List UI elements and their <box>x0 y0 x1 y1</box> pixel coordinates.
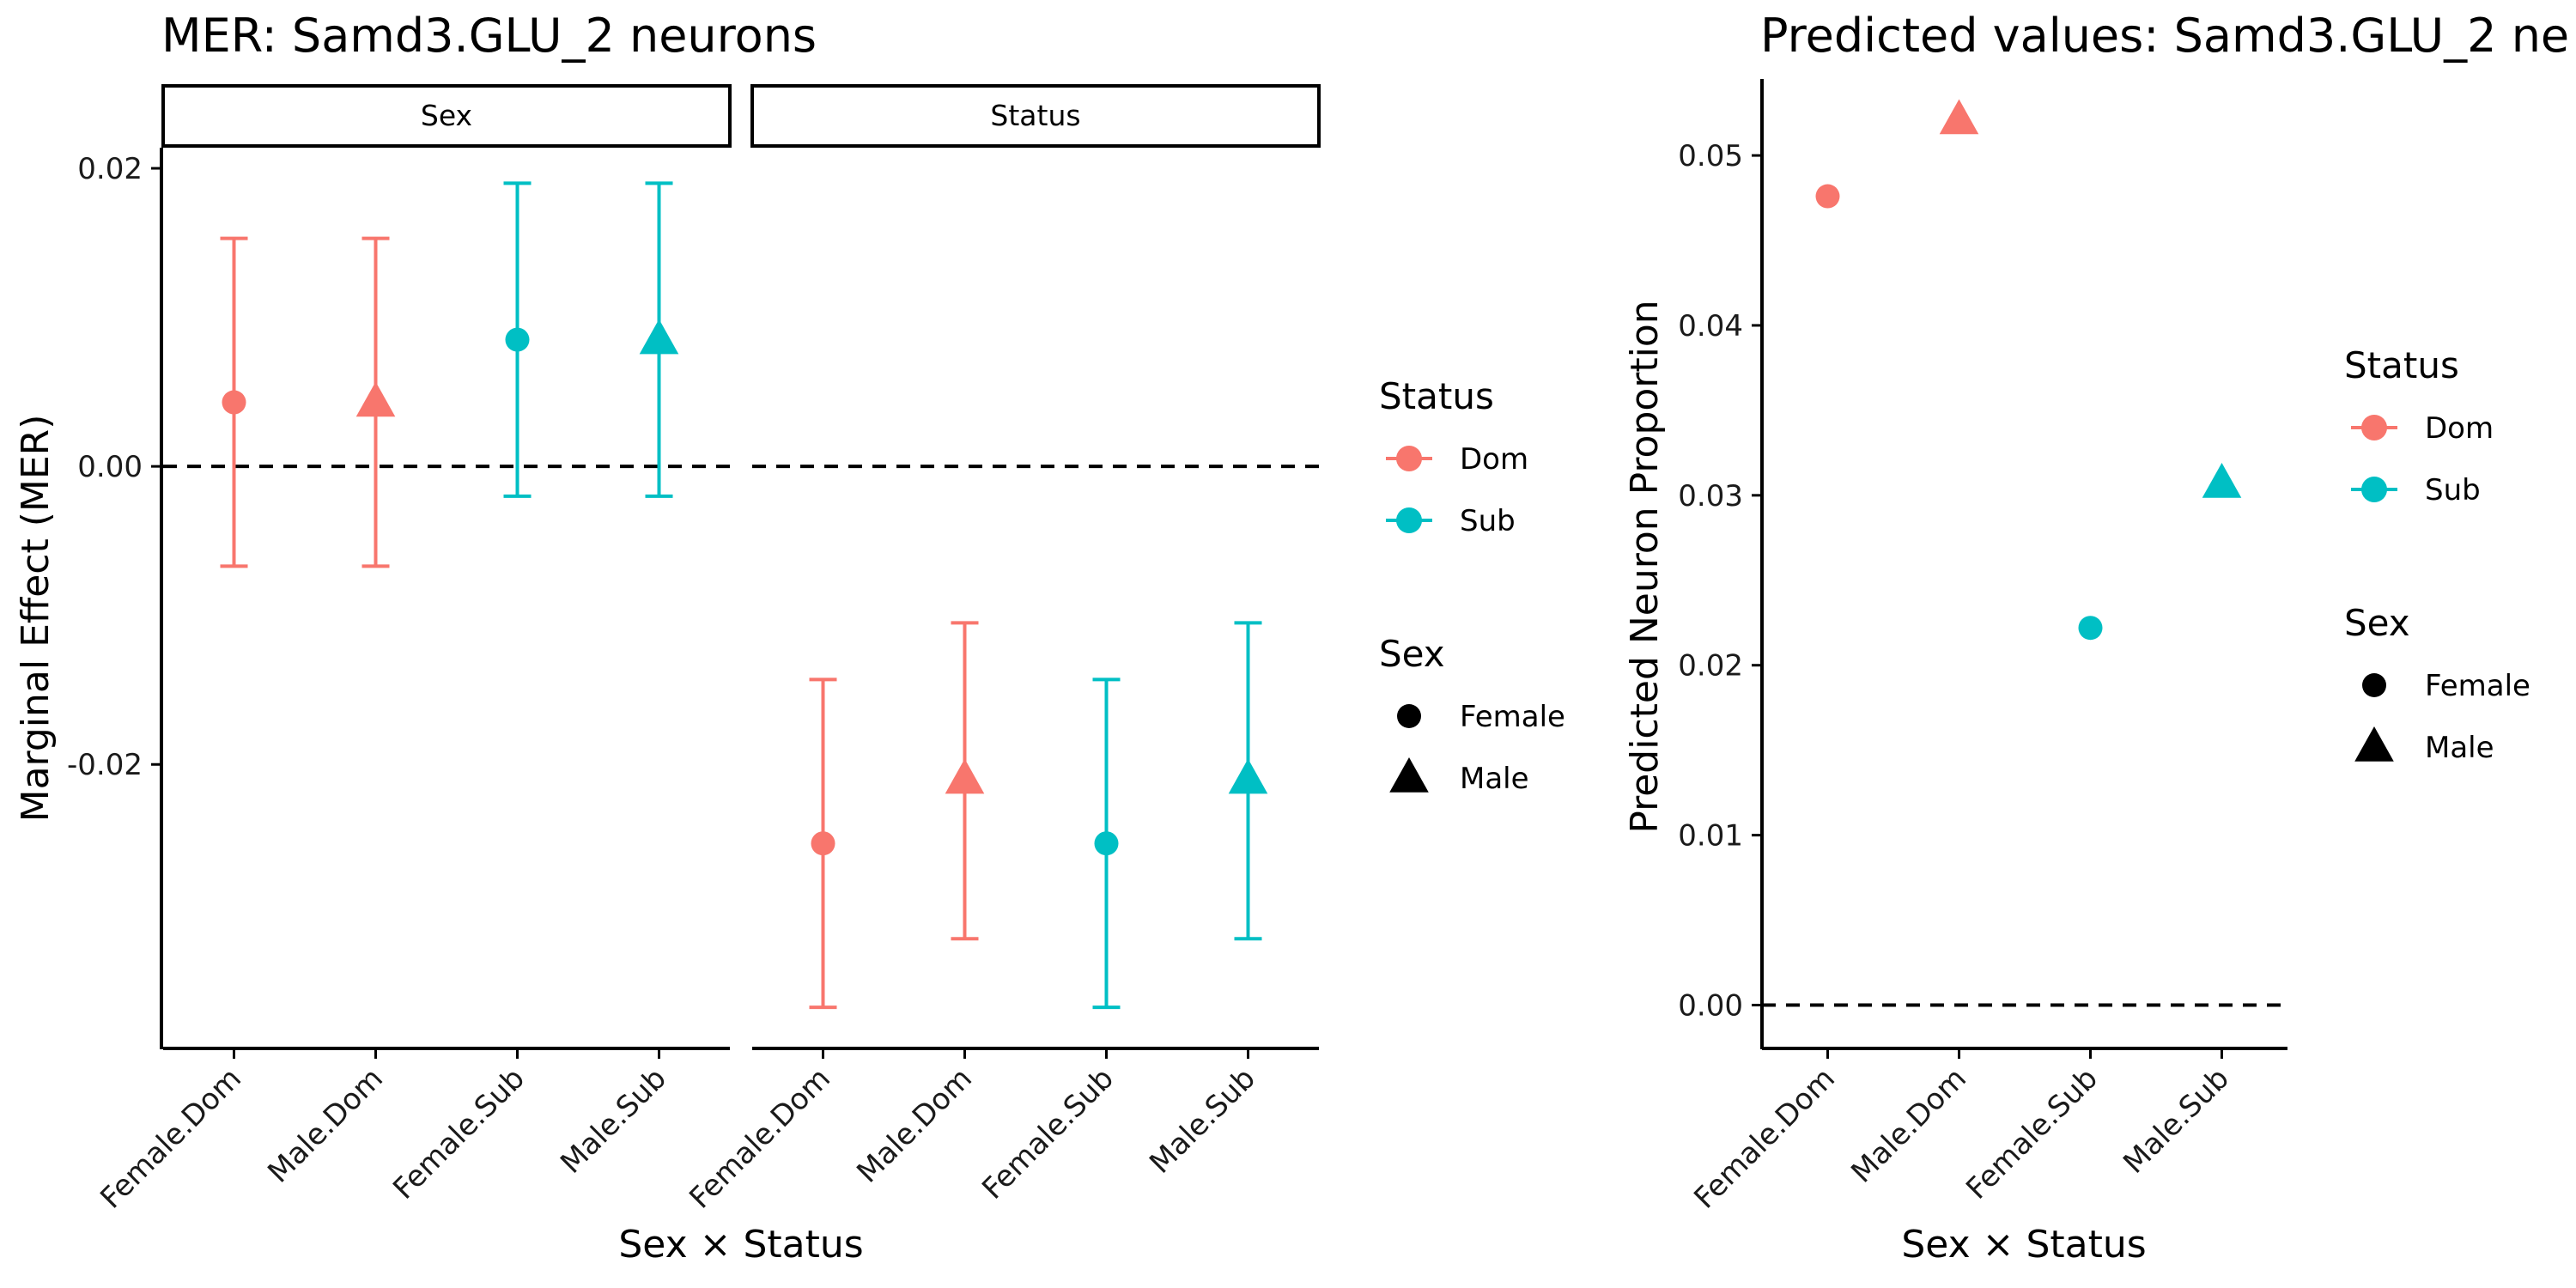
predicted-plot: 0.00 0.01 0.02 0.03 0.04 0.05 Female.Dom Male.D… <box>1678 79 2287 1216</box>
predicted-chart-title: Predicted values: Samd3.GLU_2 ne <box>1760 9 2569 63</box>
mer-x-tick-label: Male.Dom <box>850 1061 979 1190</box>
legend-key-point-dom <box>1396 446 1422 471</box>
predicted-x-tick-label: Male.Sub <box>2117 1061 2236 1181</box>
legend-label-dom: Dom <box>1460 442 1528 477</box>
mer-x-tick-label: Female.Sub <box>975 1061 1121 1206</box>
legend-label-dom: Dom <box>2425 411 2494 446</box>
mer-errorbar-male-sub <box>1228 621 1268 941</box>
predicted-y-tick-label: 0.02 <box>1678 649 1743 683</box>
mer-y-tick-label: -0.02 <box>67 748 143 782</box>
mer-chart-title: MER: Samd3.GLU_2 neurons <box>161 9 817 63</box>
mer-x-tick-label: Male.Sub <box>554 1061 673 1181</box>
facet-strip-status: Status <box>750 84 1321 148</box>
mer-errorbar-female-dom <box>809 677 837 1010</box>
legend-label-sub: Sub <box>2425 473 2481 507</box>
mer-errorbar-male-sub <box>639 181 679 498</box>
mer-x-tick-label: Female.Dom <box>683 1061 837 1216</box>
legend-title-sex: Sex <box>1379 633 1445 675</box>
mer-y-tick-label: 0.02 <box>77 152 143 186</box>
legend-title-status: Status <box>2344 344 2459 386</box>
mer-legend: Status Dom Sub Sex Female Male <box>1379 375 1565 796</box>
predicted-chart: Predicted values: Samd3.GLU_2 ne 0.000.0… <box>1623 9 2569 1267</box>
mer-y-axis: 0.02 0.00 -0.02 <box>67 148 163 1049</box>
mer-point <box>355 381 396 417</box>
mer-point <box>811 831 835 856</box>
mer-errorbar-male-dom <box>945 621 985 941</box>
predicted-y-tick-label: 0.03 <box>1678 479 1743 513</box>
strip-label-sex: Sex <box>421 99 472 132</box>
legend-title-status: Status <box>1379 375 1494 417</box>
mer-point <box>945 758 985 794</box>
mer-point <box>222 390 246 415</box>
mer-point <box>639 319 679 355</box>
predicted-y-tick-label: 0.00 <box>1678 989 1743 1024</box>
mer-point <box>1094 831 1119 856</box>
legend-key-point-sub <box>1396 507 1422 533</box>
legend-key-point-dom <box>2361 415 2387 440</box>
legend-label-female: Female <box>2425 669 2530 703</box>
predicted-x-tick-label: Female.Sub <box>1959 1061 2105 1206</box>
predicted-x-tick-label: Male.Dom <box>1844 1061 1973 1190</box>
mer-y-axis-title: Marginal Effect (MER) <box>14 415 58 823</box>
mer-errorbar-female-dom <box>220 236 248 568</box>
predicted-point-female-sub <box>2078 616 2103 641</box>
legend-key-female <box>1397 704 1421 728</box>
strip-box-status <box>750 84 1321 148</box>
mer-chart: MER: Samd3.GLU_2 neurons Sex Status 0.02… <box>14 9 1565 1267</box>
predicted-x-tick-label: Female.Dom <box>1687 1061 1842 1216</box>
legend-title-sex: Sex <box>2344 602 2410 644</box>
predicted-point-female-dom <box>1815 184 1840 209</box>
predicted-legend: Status Dom Sub Sex Female Male <box>2344 344 2530 765</box>
predicted-point-male-sub <box>2202 462 2242 498</box>
mer-x-axis-title: Sex × Status <box>618 1223 863 1267</box>
predicted-point-male-dom <box>1939 99 1979 135</box>
mer-point <box>505 327 530 352</box>
legend-label-male: Male <box>1460 762 1529 796</box>
mer-x-tick-label: Male.Sub <box>1143 1061 1262 1181</box>
mer-x-tick-label: Female.Sub <box>386 1061 532 1206</box>
strip-box-sex <box>161 84 732 148</box>
mer-x-tick-label: Female.Dom <box>94 1061 248 1216</box>
mer-errorbar-male-dom <box>355 236 396 568</box>
strip-label-status: Status <box>990 99 1080 132</box>
mer-errorbar-female-sub <box>503 181 532 498</box>
predicted-y-tick-label: 0.01 <box>1678 819 1743 854</box>
mer-point <box>1228 758 1268 794</box>
predicted-x-axis-title: Sex × Status <box>1901 1223 2146 1267</box>
predicted-y-axis-title: Predicted Neuron Proportion <box>1623 300 1667 833</box>
facet-strip-sex: Sex <box>161 84 732 148</box>
predicted-y-tick-label: 0.05 <box>1678 139 1743 173</box>
legend-label-female: Female <box>1460 700 1565 734</box>
legend-key-male <box>2354 726 2394 762</box>
predicted-y-tick-label: 0.04 <box>1678 309 1743 343</box>
legend-label-sub: Sub <box>1460 504 1516 538</box>
legend-label-male: Male <box>2425 731 2494 765</box>
mer-errorbar-female-sub <box>1092 677 1121 1010</box>
mer-y-tick-label: 0.00 <box>77 450 143 484</box>
legend-key-female <box>2362 673 2386 697</box>
legend-key-male <box>1389 757 1429 793</box>
legend-key-point-sub <box>2361 477 2387 502</box>
mer-x-tick-label: Male.Dom <box>261 1061 390 1190</box>
